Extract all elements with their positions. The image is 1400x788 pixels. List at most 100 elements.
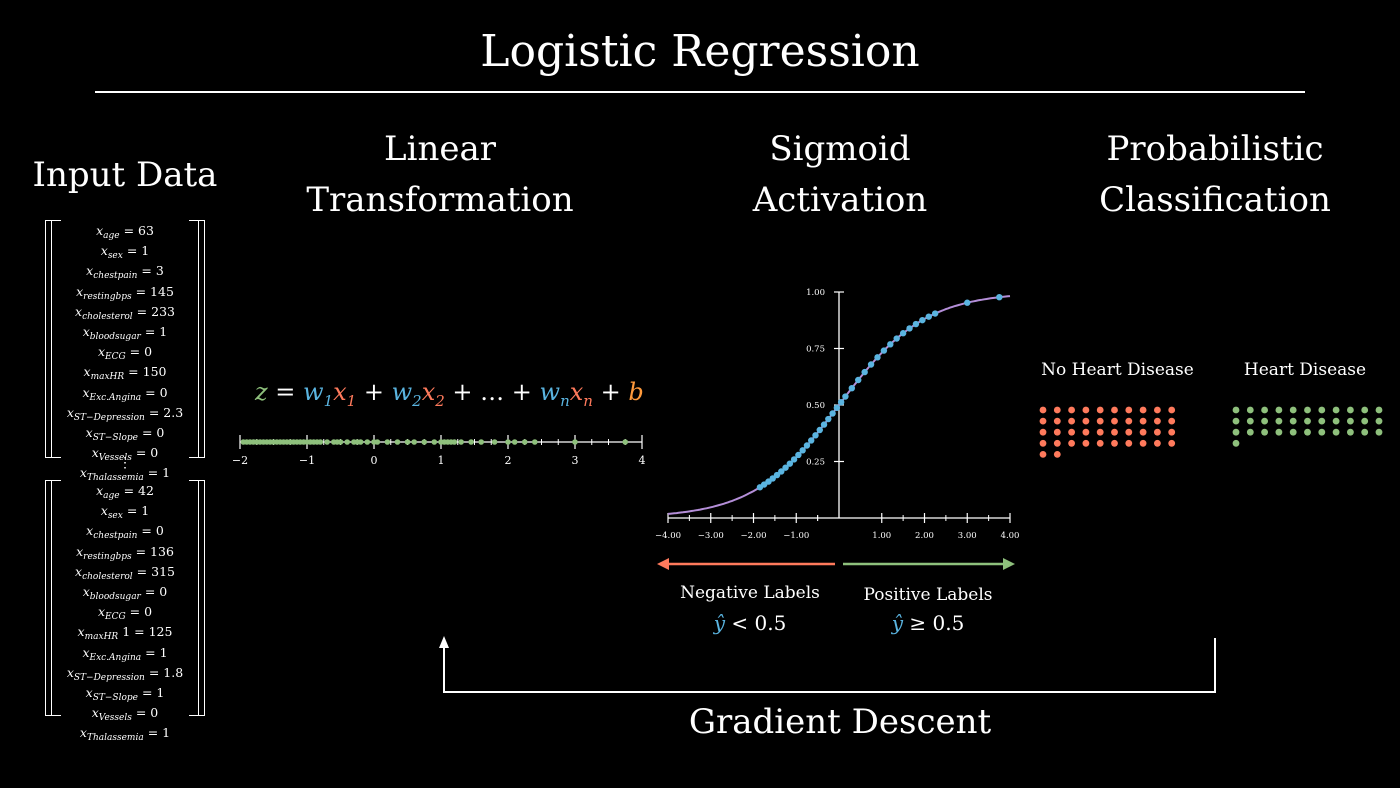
matrix-row: xExc.Angina = 0 (82, 384, 168, 403)
sigmoid-point (773, 471, 781, 479)
positive-arrow-head (1003, 558, 1015, 570)
heart-disease-label: Heart Disease (1243, 360, 1367, 380)
class-dot (1068, 439, 1075, 447)
z-value-point (404, 439, 411, 445)
sigmoid-point (825, 415, 832, 423)
matrix-row: xbloodsugar = 0 (82, 584, 168, 603)
matrix-row: xST−Slope = 1 (85, 685, 165, 704)
input-matrix-sample-2: xage = 42 xsex = 1 xchestpain = 0 xrestingb… (45, 480, 205, 743)
z-value-point (344, 439, 350, 445)
class-dot (1039, 439, 1047, 447)
y-tick-label: 0.50 (806, 401, 825, 411)
matrix-row: xmaxHR 1 = 125 (77, 624, 173, 643)
class-dot (1111, 428, 1118, 436)
class-dot (1318, 406, 1326, 414)
class-dot (1375, 428, 1383, 436)
class-dot (1125, 428, 1133, 436)
class-dot (1261, 428, 1268, 436)
matrix-row: xchestpain = 0 (86, 523, 164, 542)
class-dot (1232, 406, 1240, 414)
class-dot (1053, 428, 1061, 436)
section-prob-line2: Classification (1099, 180, 1331, 220)
sigmoid-point (996, 293, 1003, 301)
number-line-label: 4 (639, 454, 646, 467)
matrix-row: xST−Depression = 1.8 (66, 664, 184, 683)
sigmoid-point (887, 341, 894, 348)
eq-x2: x2 (421, 378, 445, 410)
section-sigmoid-line2: Activation (752, 180, 928, 220)
positive-condition: ŷ ≥ 0.5 (891, 611, 965, 635)
class-dot (1275, 428, 1283, 436)
class-dot (1318, 417, 1326, 425)
sigmoid-point (931, 310, 939, 317)
class-dot (1039, 451, 1047, 458)
sigmoid-point (880, 347, 888, 354)
z-value-point (532, 439, 538, 445)
class-dot (1154, 406, 1161, 414)
sigmoid-point (925, 313, 932, 320)
class-dot (1096, 406, 1104, 414)
z-value-point (521, 439, 528, 445)
vertical-ellipsis: ⋮ (118, 455, 132, 471)
sigmoid-point (919, 316, 926, 324)
no-heart-disease-label: No Heart Disease (1041, 360, 1194, 380)
class-dot (1111, 439, 1118, 447)
class-dot (1304, 406, 1311, 414)
sigmoid-point (790, 456, 798, 463)
class-dot (1304, 428, 1311, 436)
sigmoid-point (964, 299, 971, 306)
gradient-descent-label: Gradient Descent (688, 702, 992, 742)
class-dot (1068, 406, 1075, 414)
z-value-point (431, 439, 438, 445)
eq-xn: xn (569, 378, 593, 410)
no-heart-disease-dots (1039, 406, 1176, 458)
z-value-point (394, 439, 401, 445)
negative-labels: Negative Labels (680, 583, 820, 603)
sigmoid-point (861, 368, 868, 376)
page-title: Logistic Regression (480, 26, 920, 77)
eq-z: z (255, 378, 268, 406)
z-value-point (384, 439, 391, 445)
sigmoid-point (867, 361, 875, 368)
positive-labels: Positive Labels (863, 585, 993, 605)
z-value-point (411, 439, 417, 445)
x-tick-label: 2.00 (915, 531, 934, 541)
class-dot (1068, 428, 1075, 436)
sigmoid-point (906, 325, 913, 332)
label-arrows (657, 558, 1015, 570)
class-dot (1361, 428, 1369, 436)
heart-disease-dots (1232, 406, 1383, 447)
z-value-point (421, 439, 428, 445)
z-value-point (511, 439, 518, 445)
z-value-point (324, 439, 330, 445)
sigmoid-point (795, 451, 802, 459)
class-dot (1154, 439, 1161, 447)
class-dot (1318, 428, 1326, 436)
z-value-point (317, 439, 324, 445)
number-line-label: −1 (299, 454, 315, 467)
class-dot (1139, 417, 1147, 425)
section-linear-line1: Linear (384, 129, 496, 169)
eq-plus-3: + (592, 378, 629, 406)
class-dot (1246, 417, 1254, 425)
class-dot (1332, 417, 1340, 425)
class-dot (1232, 439, 1240, 447)
z-value-point (572, 439, 578, 445)
number-line-label: 0 (371, 454, 378, 467)
z-value-point (505, 439, 511, 445)
sigmoid-point (837, 398, 845, 406)
matrix-row: xcholesterol = 315 (75, 563, 175, 582)
sigmoid-point (803, 442, 811, 449)
class-dot (1332, 406, 1340, 414)
class-dot (1082, 417, 1090, 425)
section-sigmoid-line1: Sigmoid (769, 129, 911, 169)
x-tick-label: −3.00 (698, 531, 724, 541)
class-dot (1082, 428, 1090, 436)
x-tick-label: −1.00 (783, 531, 809, 541)
class-dot (1168, 406, 1176, 414)
class-dot (1375, 406, 1383, 414)
z-value-point (622, 439, 629, 445)
class-dot (1139, 439, 1147, 447)
section-linear-transformation: Linear Transformation (290, 124, 590, 226)
class-dot (1361, 406, 1369, 414)
